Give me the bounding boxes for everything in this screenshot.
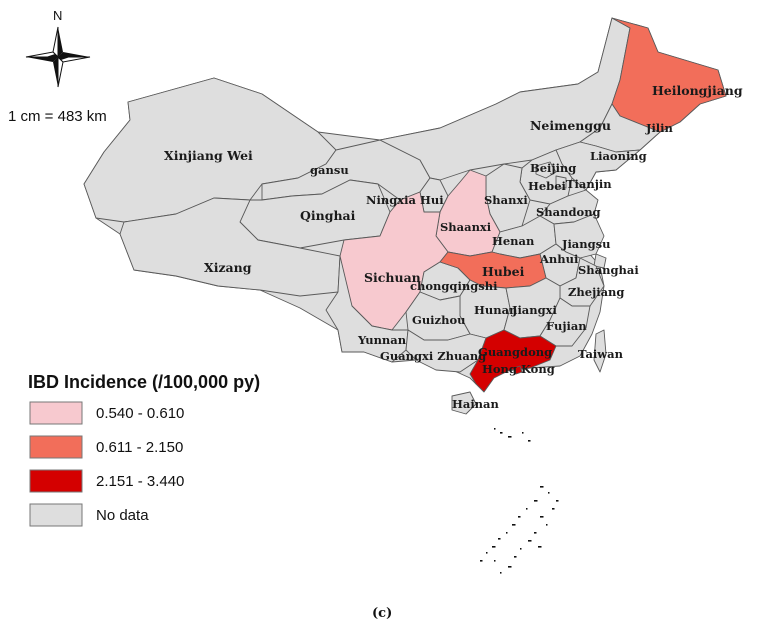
label-xizang: Xizang <box>204 260 252 275</box>
label-neimenggu: Neimenggu <box>530 118 611 133</box>
province-fujian <box>539 297 591 347</box>
island-dot <box>548 492 550 494</box>
legend-swatch-2 <box>29 435 83 459</box>
label-gansu: gansu <box>310 163 349 177</box>
island-dot <box>480 560 483 562</box>
legend: IBD Incidence (/100,000 py) 0.540 - 0.61… <box>28 372 260 527</box>
island-dot <box>522 432 524 434</box>
island-dot <box>528 540 532 542</box>
label-ningxia: Ningxia Hui <box>366 193 444 207</box>
island-dot <box>486 552 488 554</box>
island-dot <box>534 532 537 534</box>
label-hainan: Hainan <box>452 397 499 411</box>
island-dot <box>552 508 555 510</box>
province-beijing <box>535 161 557 179</box>
island-dot <box>494 428 496 430</box>
label-heilongjiang: Heilongjiang <box>652 83 743 98</box>
label-jiangsu: Jiangsu <box>561 237 611 251</box>
island-dot <box>534 500 538 502</box>
province-shanghai <box>593 253 607 269</box>
label-fujian: Fujian <box>546 319 587 333</box>
scale-text: 1 cm = 483 km <box>8 108 107 125</box>
label-chongqing: chongqingshi <box>410 279 498 293</box>
island-dot <box>540 486 544 488</box>
island-dot <box>500 432 503 434</box>
figure-caption: (c) <box>372 606 392 621</box>
label-shanghai: Shanghai <box>578 263 639 277</box>
island-dot <box>506 532 508 534</box>
label-guangdong: Guangdong <box>478 345 552 359</box>
label-guangxi: Guangxi Zhuang <box>380 349 486 363</box>
island-dot <box>498 538 501 540</box>
label-shaanxi: Shaanxi <box>440 220 492 234</box>
label-henan: Henan <box>492 234 535 248</box>
label-jilin: Jilin <box>645 121 674 135</box>
label-guizhou: Guizhou <box>412 313 465 327</box>
label-liaoning: Liaoning <box>590 149 647 163</box>
label-hebei: Hebei <box>528 179 567 193</box>
legend-label-3: 2.151 - 3.440 <box>96 473 184 490</box>
island-dot <box>512 524 516 526</box>
label-taiwan: Taiwan <box>578 347 624 361</box>
island-dot <box>508 436 512 438</box>
island-dot <box>526 508 528 510</box>
island-dot <box>508 566 512 568</box>
label-tianjin: Tianjin <box>566 177 612 191</box>
island-dot <box>528 440 531 442</box>
island-dot <box>494 560 496 562</box>
label-jiangxi: Jiangxi <box>511 303 558 317</box>
province-taiwan <box>593 329 607 373</box>
island-dot <box>500 572 502 574</box>
island-dot <box>520 548 522 550</box>
label-anhui: Anhui <box>539 252 579 266</box>
province-heilongjiang <box>611 17 727 133</box>
province-tianjin <box>555 175 567 189</box>
label-qinghai: Qinghai <box>300 208 356 223</box>
legend-label-2: 0.611 - 2.150 <box>96 439 183 456</box>
legend-swatch-4 <box>29 503 83 527</box>
label-yunnan: Yunnan <box>357 333 407 347</box>
legend-title: IBD Incidence (/100,000 py) <box>28 372 260 392</box>
north-arrow-compass-rose-icon <box>25 26 91 88</box>
island-dot <box>518 516 521 518</box>
label-sichuan: Sichuan <box>364 270 421 285</box>
compass-north-letter: N <box>53 8 62 23</box>
island-dot <box>538 546 542 548</box>
label-shandong: Shandong <box>536 205 601 219</box>
label-hunan: Hunan <box>474 303 518 317</box>
island-dot <box>540 516 544 518</box>
legend-swatch-3 <box>29 469 83 493</box>
legend-label-1: 0.540 - 0.610 <box>96 405 184 422</box>
south-china-sea-islands <box>480 428 559 574</box>
island-dot <box>492 546 496 548</box>
label-hongkong: Hong Kong <box>482 362 555 376</box>
island-dot <box>546 524 548 526</box>
legend-swatch-1 <box>29 401 83 425</box>
island-dot <box>514 556 517 558</box>
province-hainan <box>451 391 477 415</box>
province-hongkong <box>513 365 523 375</box>
label-xinjiang: Xinjiang Wei <box>164 148 253 163</box>
island-dot <box>556 500 559 502</box>
label-hubei: Hubei <box>482 264 525 279</box>
label-shanxi: Shanxi <box>484 193 528 207</box>
legend-label-4: No data <box>96 507 149 524</box>
label-zhejiang: Zhejiang <box>568 285 624 299</box>
label-beijing: Beijing <box>530 161 576 175</box>
